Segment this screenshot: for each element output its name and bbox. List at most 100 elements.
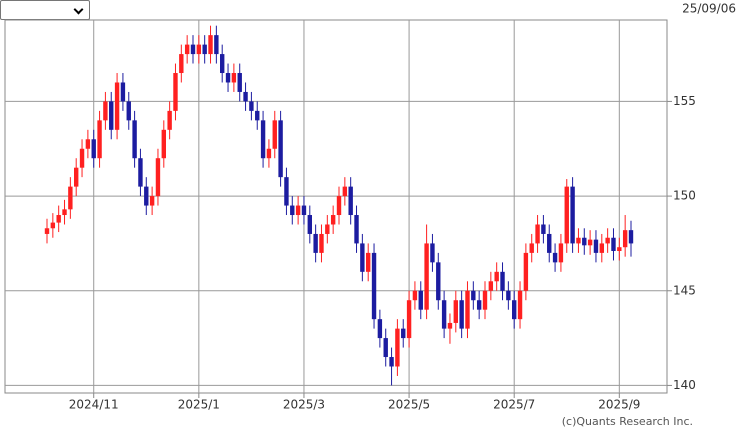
candle-body — [441, 300, 447, 329]
candle-body — [97, 120, 102, 159]
candle-body — [564, 186, 569, 244]
candle-body — [214, 35, 219, 55]
candle-body — [570, 186, 575, 244]
candle-body — [260, 120, 266, 159]
candle-body — [430, 243, 435, 263]
candle-body — [552, 252, 558, 263]
candle-body — [91, 139, 96, 159]
candle-body — [325, 224, 330, 234]
candle-body — [132, 120, 137, 159]
candle-body — [179, 54, 184, 74]
candle-body — [529, 243, 534, 253]
candle-body — [471, 290, 476, 301]
copyright: (c)Quants Research Inc. — [562, 415, 693, 428]
x-tick-label: 2025/5 — [388, 398, 430, 412]
candle-body — [360, 243, 365, 272]
candle-body — [120, 82, 126, 102]
candle-body — [476, 300, 482, 310]
x-tick-label: 2025/3 — [283, 398, 325, 412]
candle-body — [161, 129, 166, 159]
candle-body — [278, 120, 283, 178]
candle-body — [482, 290, 488, 310]
y-tick-label: 150 — [673, 189, 696, 203]
candle-body — [109, 101, 114, 130]
candle-body — [190, 44, 196, 55]
candle-body — [517, 290, 523, 320]
candle-body — [617, 247, 622, 251]
candle-body — [155, 158, 161, 197]
candle-body — [220, 54, 225, 74]
candle-body — [138, 158, 143, 187]
y-tick-label: 145 — [673, 283, 696, 297]
candle-body — [465, 290, 470, 329]
candle-body — [389, 357, 394, 367]
candle-body — [225, 73, 231, 83]
candle-body — [582, 237, 587, 246]
candle-body — [301, 205, 307, 216]
candle-body — [202, 44, 207, 55]
candle-body — [512, 300, 517, 320]
candle-body — [377, 319, 383, 339]
candle-body — [494, 271, 499, 282]
candle-body — [313, 233, 318, 253]
candle-body — [85, 139, 91, 149]
candle-body — [50, 222, 56, 229]
candle-body — [500, 271, 505, 291]
candle-body — [336, 196, 342, 216]
candle-body — [622, 230, 628, 248]
candle-body — [593, 239, 599, 253]
candle-body — [290, 205, 295, 216]
candle-body — [255, 110, 260, 121]
candle-body — [523, 252, 529, 291]
candle-body — [79, 148, 85, 168]
candle-body — [144, 186, 149, 206]
candle-body — [103, 101, 108, 121]
x-tick-label: 2024/11 — [69, 398, 119, 412]
candle-body — [383, 338, 388, 358]
candle-body — [266, 148, 272, 159]
y-tick-label: 155 — [673, 94, 696, 108]
x-tick-label: 2025/9 — [598, 398, 640, 412]
candle-body — [371, 252, 377, 320]
candle-body — [44, 228, 50, 234]
x-tick-label: 2025/1 — [178, 398, 220, 412]
candle-body — [330, 215, 336, 225]
candle-body — [272, 120, 277, 149]
candle-body — [447, 322, 453, 329]
candle-body — [459, 300, 464, 329]
candle-body — [196, 44, 202, 55]
candle-body — [535, 224, 540, 244]
candle-body — [395, 328, 400, 367]
candle-body — [576, 237, 581, 244]
candle-body — [611, 237, 616, 251]
candle-body — [149, 196, 155, 206]
candle-body — [488, 281, 494, 291]
plot-area — [4, 19, 668, 394]
candle-body — [307, 215, 312, 234]
candle-body — [547, 233, 552, 253]
candle-body — [74, 167, 79, 187]
candle-body — [436, 262, 441, 301]
candle-body — [114, 82, 120, 130]
date-label: 25/09/06 — [682, 2, 736, 16]
candle-body — [366, 252, 371, 272]
candle-body — [295, 205, 301, 216]
candle-body — [342, 186, 348, 197]
candle-body — [62, 209, 67, 216]
candle-body — [406, 300, 412, 339]
candle-body — [605, 237, 610, 244]
candle-body — [208, 35, 213, 55]
candle-body — [424, 243, 429, 310]
candle-body — [319, 233, 324, 253]
candle-body — [354, 215, 359, 244]
candle-body — [628, 230, 634, 244]
candle-body — [167, 110, 172, 130]
candle-body — [401, 328, 406, 339]
candle-body — [506, 290, 511, 301]
y-tick-label: 140 — [673, 378, 696, 392]
candle-body — [558, 243, 564, 263]
candle-body — [453, 300, 458, 323]
candle-body — [56, 215, 61, 223]
